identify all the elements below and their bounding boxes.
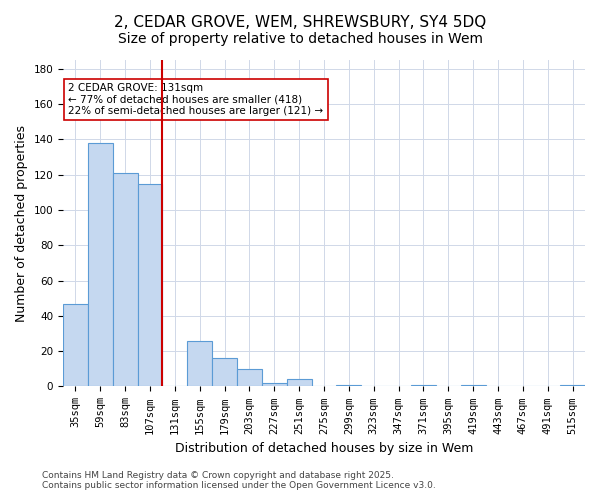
Bar [560,384,585,386]
Text: Size of property relative to detached houses in Wem: Size of property relative to detached ho… [118,32,482,46]
Bar [63,304,88,386]
Bar [411,384,436,386]
Bar [187,340,212,386]
Text: 2 CEDAR GROVE: 131sqm
← 77% of detached houses are smaller (418)
22% of semi-det: 2 CEDAR GROVE: 131sqm ← 77% of detached … [68,83,323,116]
Bar [88,143,113,386]
X-axis label: Distribution of detached houses by size in Wem: Distribution of detached houses by size … [175,442,473,455]
Bar [262,383,287,386]
Y-axis label: Number of detached properties: Number of detached properties [15,124,28,322]
Bar [461,384,485,386]
Bar [137,184,163,386]
Text: 2, CEDAR GROVE, WEM, SHREWSBURY, SY4 5DQ: 2, CEDAR GROVE, WEM, SHREWSBURY, SY4 5DQ [114,15,486,30]
Bar [113,173,137,386]
Text: Contains HM Land Registry data © Crown copyright and database right 2025.
Contai: Contains HM Land Registry data © Crown c… [42,470,436,490]
Bar [212,358,237,386]
Bar [287,380,311,386]
Bar [337,384,361,386]
Bar [237,369,262,386]
